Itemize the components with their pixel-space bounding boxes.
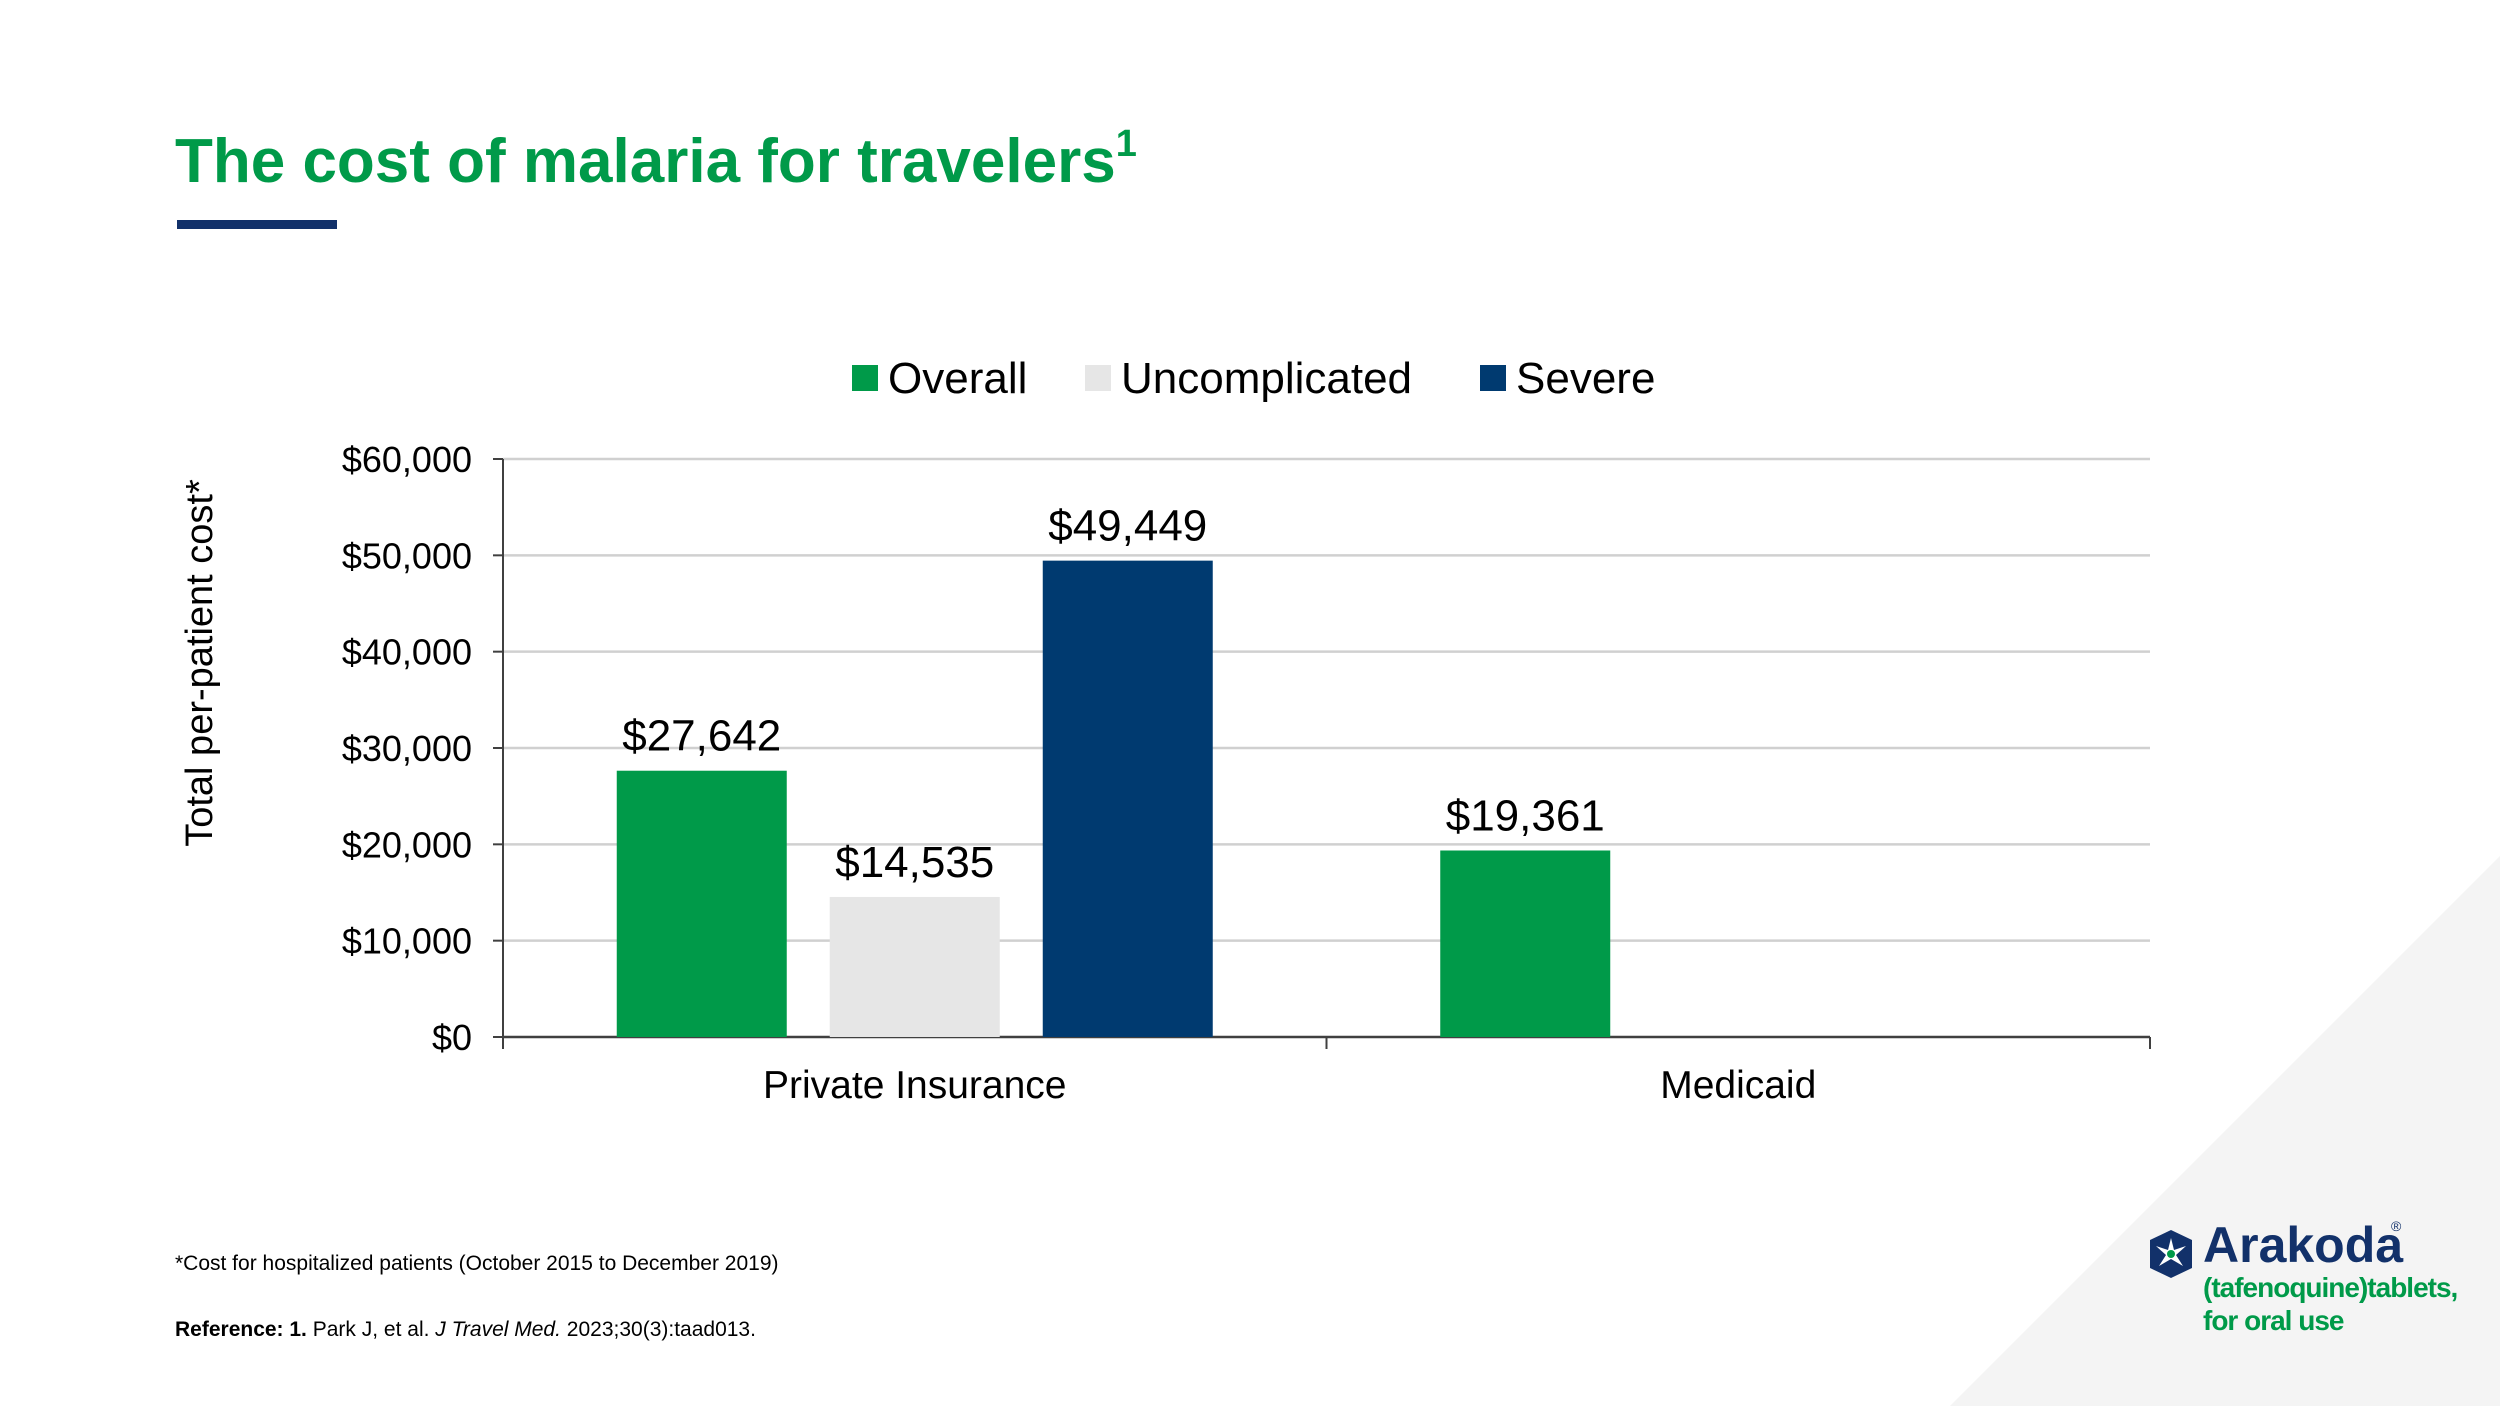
y-axis-label: Total per-patient cost* (179, 479, 221, 847)
bar-data-label: $19,361 (1446, 791, 1605, 840)
reference-text-1: Park J, et al. (306, 1318, 436, 1341)
legend: Overall Uncomplicated Severe (852, 354, 1655, 403)
y-tick-labels: $0 $10,000 $20,000 $30,000 $40,000 $50,000 $60… (342, 439, 472, 1058)
y-tick-label: $20,000 (342, 824, 472, 865)
brand-logo: Arakoda ® (tafenoquine)tablets, for oral… (2145, 1217, 2458, 1348)
title-superscript: 1 (1115, 123, 1137, 165)
x-tick-label: Medicaid (1660, 1064, 1816, 1107)
y-tick-label: $10,000 (342, 921, 472, 962)
legend-swatch-overall (852, 365, 878, 391)
x-tick-labels: Private Insurance Medicaid (763, 1064, 1816, 1107)
reference-label: Reference: 1. (175, 1318, 307, 1341)
logo-name: Arakoda (2203, 1217, 2404, 1273)
y-tick-label: $60,000 (342, 439, 472, 480)
legend-label-uncomplicated: Uncomplicated (1121, 354, 1412, 403)
page-title: The cost of malaria for travelers1 (175, 122, 1137, 199)
logo-subtitle-line2: for oral use (2203, 1305, 2344, 1336)
bar-data-labels: $27,642 $14,535 $49,449 $19,361 (622, 502, 1605, 887)
reference-text-2: 2023;30(3):taad013. (560, 1318, 756, 1341)
footnote: *Cost for hospitalized patients (October… (175, 1252, 779, 1275)
reference-journal: J Travel Med. (435, 1318, 561, 1341)
y-tick-label: $50,000 (342, 535, 472, 576)
y-tick-label: $30,000 (342, 728, 472, 769)
legend-label-severe: Severe (1516, 354, 1655, 403)
logo-subtitle-line1: (tafenoquine)tablets, (2203, 1272, 2458, 1303)
bar-overall (616, 770, 787, 1037)
title-underline (177, 220, 337, 229)
reference: Reference: 1. Park J, et al. J Travel Me… (175, 1318, 756, 1342)
legend-swatch-severe (1480, 365, 1506, 391)
page-title-text: The cost of malaria for travelers (175, 127, 1116, 196)
legend-swatch-uncomplicated (1085, 365, 1111, 391)
star-logo-icon (2150, 1230, 2192, 1278)
bar-severe (1042, 560, 1213, 1037)
y-tick-label: $0 (432, 1017, 472, 1058)
legend-label-overall: Overall (888, 354, 1027, 403)
bar-overall (1440, 850, 1611, 1037)
bar-data-label: $27,642 (622, 712, 781, 761)
bar-data-label: $49,449 (1048, 502, 1207, 551)
bars (616, 560, 1611, 1037)
x-tick-label: Private Insurance (763, 1064, 1067, 1107)
bar-uncomplicated (829, 896, 1000, 1037)
bar-data-label: $14,535 (835, 838, 994, 887)
logo-registered-mark: ® (2391, 1218, 2402, 1234)
y-tick-label: $40,000 (342, 632, 472, 673)
